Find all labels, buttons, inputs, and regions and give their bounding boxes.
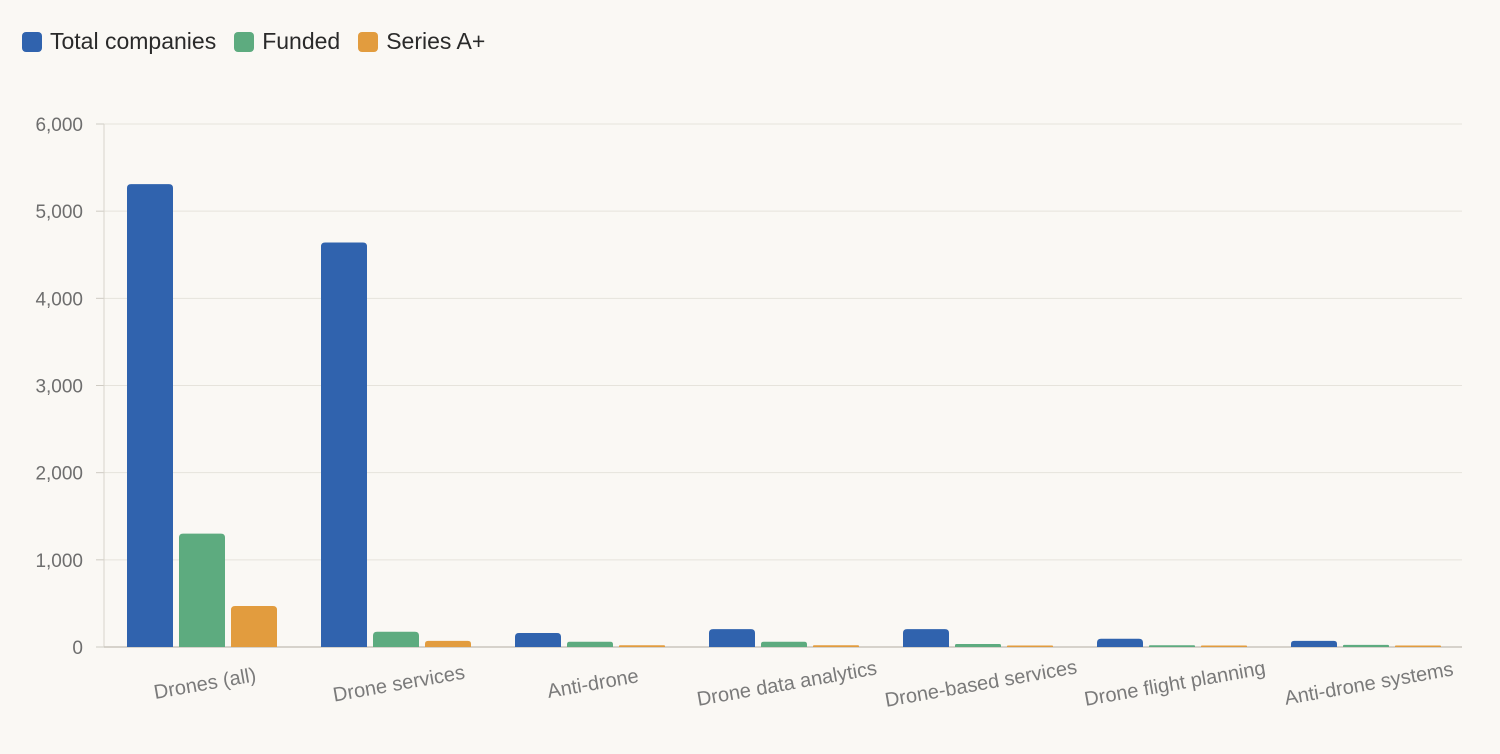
y-tick-label: 3,000 bbox=[35, 377, 83, 398]
legend-label-total-companies: Total companies bbox=[50, 28, 217, 54]
legend-swatch-funded bbox=[234, 31, 255, 52]
legend-item-funded[interactable]: Funded bbox=[234, 28, 340, 55]
legend-item-series-a[interactable]: Series A+ bbox=[358, 28, 485, 55]
bar-total-companies-1[interactable] bbox=[321, 242, 367, 647]
y-tick-label: 1,000 bbox=[35, 551, 83, 572]
legend-item-total-companies[interactable]: Total companies bbox=[22, 28, 216, 55]
x-axis-labels: Drones (all) Drone services Anti-drone Dron… bbox=[152, 656, 1455, 711]
legend-label-series-a: Series A+ bbox=[386, 28, 486, 54]
bar-series-a-1[interactable] bbox=[425, 640, 471, 647]
y-tick-label: 2,000 bbox=[35, 464, 83, 485]
bar-series-a-4[interactable] bbox=[1007, 645, 1053, 648]
x-tick-label: Drone flight planning bbox=[1083, 657, 1268, 711]
x-tick-label: Anti-drone systems bbox=[1283, 658, 1455, 709]
x-tick-label: Drone data analytics bbox=[695, 657, 878, 710]
x-tick-label: Anti-drone bbox=[546, 665, 641, 703]
y-tick-label: 6,000 bbox=[35, 115, 83, 136]
y-axis-ticks: 0 1,000 2,000 3,000 4,000 5,000 6,000 bbox=[35, 115, 104, 659]
y-tick-label: 4,000 bbox=[35, 289, 83, 310]
grid-lines bbox=[104, 123, 1462, 561]
bar-series-a-5[interactable] bbox=[1201, 645, 1247, 648]
bar-funded-3[interactable] bbox=[761, 641, 807, 647]
bar-total-companies-2[interactable] bbox=[515, 633, 561, 647]
bar-total-companies-0[interactable] bbox=[127, 184, 173, 647]
bars bbox=[127, 184, 1441, 647]
bar-funded-2[interactable] bbox=[567, 641, 613, 647]
y-tick-label: 0 bbox=[72, 638, 83, 659]
x-tick-label: Drone services bbox=[331, 662, 466, 707]
bar-funded-0[interactable] bbox=[179, 533, 225, 647]
bar-funded-1[interactable] bbox=[373, 631, 419, 647]
bar-series-a-0[interactable] bbox=[231, 606, 277, 647]
bar-funded-4[interactable] bbox=[955, 643, 1001, 647]
bar-total-companies-3[interactable] bbox=[709, 629, 755, 647]
x-tick-label: Drone-based services bbox=[883, 656, 1078, 711]
legend-swatch-series-a bbox=[358, 31, 379, 52]
x-tick-label: Drones (all) bbox=[152, 664, 258, 704]
bar-funded-5[interactable] bbox=[1149, 645, 1195, 647]
bar-series-a-3[interactable] bbox=[813, 645, 859, 647]
bar-total-companies-5[interactable] bbox=[1097, 638, 1143, 647]
bar-total-companies-4[interactable] bbox=[903, 629, 949, 647]
bar-funded-6[interactable] bbox=[1343, 644, 1389, 647]
bar-series-a-2[interactable] bbox=[619, 645, 665, 647]
legend-swatch-total-companies bbox=[22, 31, 42, 52]
y-tick-label: 5,000 bbox=[35, 202, 83, 223]
bar-total-companies-6[interactable] bbox=[1291, 640, 1337, 647]
bar-series-a-6[interactable] bbox=[1395, 645, 1441, 648]
legend-label-funded: Funded bbox=[262, 28, 341, 54]
legend: Total companies Funded Series A+ bbox=[22, 28, 485, 55]
